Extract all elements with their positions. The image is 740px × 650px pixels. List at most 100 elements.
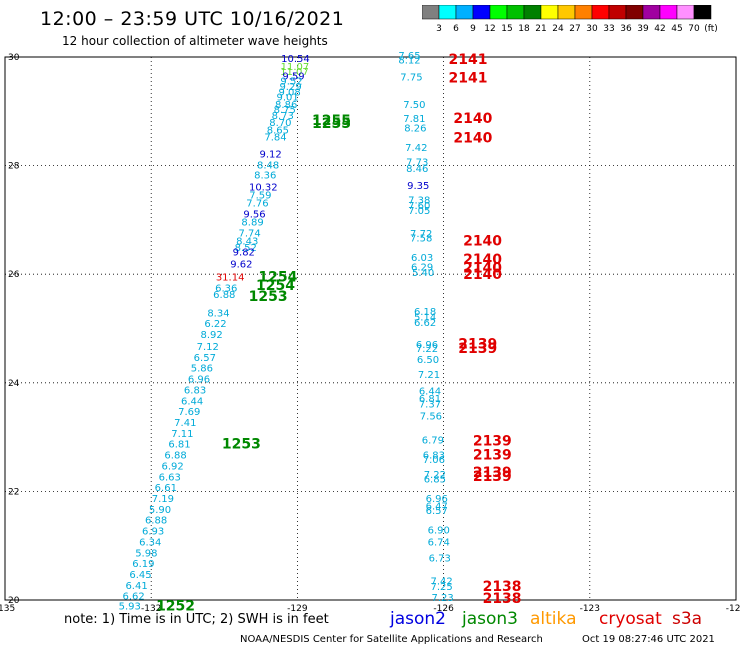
lat-tick-label: 20 <box>8 596 20 606</box>
swh-value: 7.75 <box>400 73 422 84</box>
colorbar-label: 70 <box>688 24 700 34</box>
swh-value: 31.14 <box>216 272 245 283</box>
lon-tick-label: -126 <box>433 604 454 614</box>
swh-value: 11.07 <box>281 62 310 73</box>
swh-value: 8.26 <box>404 124 426 135</box>
swh-value: 9.56 <box>243 209 265 220</box>
swh-value: 7.22 <box>416 344 438 355</box>
swh-value: 6.03 <box>411 253 433 264</box>
colorbar-label: 39 <box>637 24 649 34</box>
pass-number-label: 2140 <box>463 261 502 277</box>
swh-value: 6.44 <box>181 396 203 407</box>
colorbar-swatch <box>489 5 508 20</box>
swh-value: 9.62 <box>230 259 252 270</box>
swh-value: 8.89 <box>241 218 263 229</box>
swh-value: 6.57 <box>426 506 448 517</box>
swh-value: 6.96 <box>426 494 448 505</box>
lat-tick-label: 22 <box>8 487 19 497</box>
colorbar-legend: 3 6 9 12 15 18 21 24 27 30 33 36 39 42 45 70 (ft) <box>422 5 718 34</box>
lat-tick-label: 26 <box>8 270 20 280</box>
swh-value: 6.44 <box>419 386 441 397</box>
colorbar-label: 12 <box>484 24 495 34</box>
swh-value: 7.56 <box>420 411 442 422</box>
swh-value: 6.34 <box>139 537 161 548</box>
swh-value: 10.54 <box>281 54 310 65</box>
swh-value: 7.37 <box>419 400 441 411</box>
colorbar-label: 45 <box>671 24 682 34</box>
pass-number-label: 2140 <box>463 252 502 268</box>
swh-value: 8.86 <box>275 100 297 111</box>
swh-value: 9.12 <box>259 150 281 161</box>
swh-value: 7.22 <box>424 470 446 481</box>
pass-number-label: 2138 <box>483 591 522 607</box>
swh-value: 7.73 <box>406 157 428 168</box>
colorbar-swatch <box>659 5 678 20</box>
swh-value: 7.11 <box>171 429 193 440</box>
pass-number-label: 2138 <box>483 579 522 595</box>
swh-value: 6.79 <box>422 435 444 446</box>
swh-value: 6.61 <box>155 483 177 494</box>
colorbar-label: 27 <box>569 24 580 34</box>
swh-value: 6.41 <box>125 581 147 592</box>
swh-value: 5.90 <box>149 505 171 516</box>
plot-frame <box>4 56 737 601</box>
pass-number-label: 1255 <box>312 113 351 129</box>
pass-number-label: 1255 <box>312 116 351 132</box>
colorbar-swatch <box>642 5 661 20</box>
swh-value: 6.85 <box>424 474 446 485</box>
swh-value: 5.14 <box>414 313 436 324</box>
pass-number-label: 1254 <box>256 278 295 294</box>
colorbar-label: 24 <box>552 24 564 34</box>
colorbar-label: 30 <box>586 24 598 34</box>
swh-value: 7.60 <box>408 201 430 212</box>
credit: NOAA/NESDIS Center for Satellite Applica… <box>240 634 543 645</box>
swh-value: 6.96 <box>416 340 438 351</box>
lon-tick-label: -123 <box>580 604 600 614</box>
swh-value: 6.74 <box>428 537 450 548</box>
swh-value: 6.19 <box>132 559 154 570</box>
colorbar-swatch <box>574 5 593 20</box>
swh-value: 7.21 <box>418 370 440 381</box>
swh-value: 6.88 <box>213 290 235 301</box>
pass-number-label: 1252 <box>156 598 195 614</box>
pass-number-label: 2140 <box>453 130 492 146</box>
colorbar-label: 9 <box>470 24 476 34</box>
swh-value: 8.73 <box>272 111 294 122</box>
colorbar-swatch <box>472 5 491 20</box>
swh-value: 7.74 <box>239 228 261 239</box>
swh-value: 7.72 <box>410 229 432 240</box>
pass-number-label: 2140 <box>463 267 502 283</box>
swh-value: 6.22 <box>204 319 226 330</box>
swh-value: 7.59 <box>249 190 271 201</box>
swh-value: 5.86 <box>191 364 213 375</box>
pass-number-label: 1253 <box>222 437 261 453</box>
swh-value: 6.29 <box>411 263 433 274</box>
swh-value: 7.23 <box>431 593 453 604</box>
footnote: note: 1) Time is in UTC; 2) SWH is in fe… <box>64 612 329 627</box>
swh-value: 6.57 <box>194 353 216 364</box>
colorbar-label: 36 <box>620 24 632 34</box>
swh-value: 6.92 <box>162 461 184 472</box>
swh-value: 7.65 <box>398 51 420 62</box>
axis-labels: -135 -132 -129 -126 -123 -120 30 28 26 24 22 20 <box>0 53 740 614</box>
pass-number-label: 1254 <box>258 269 297 285</box>
lon-tick-label: -120 <box>726 604 740 614</box>
swh-value: 6.62 <box>414 318 436 329</box>
legend-jason2: jason2 <box>390 609 446 629</box>
colorbar-label: 15 <box>501 24 512 34</box>
lat-tick-label: 30 <box>8 53 20 63</box>
colorbar-swatch <box>438 5 457 20</box>
colorbar-swatch <box>625 5 644 20</box>
swh-value: 6.81 <box>168 440 190 451</box>
swh-value: 6.93 <box>142 527 164 538</box>
colorbar-swatch <box>506 5 525 20</box>
swh-value: 8.92 <box>200 330 222 341</box>
track-east: 7.658.12 7.75 7.50 7.818.26 7.42 7.738.46 9.35… <box>398 51 453 604</box>
pass-number-label: 2139 <box>473 465 512 481</box>
swh-value: 6.83 <box>423 451 445 462</box>
legend-cryosat: cryosat <box>599 609 662 629</box>
swh-value: 7.69 <box>178 407 200 418</box>
swh-value: 6.88 <box>145 516 167 527</box>
swh-value: 7.81 <box>403 114 425 125</box>
